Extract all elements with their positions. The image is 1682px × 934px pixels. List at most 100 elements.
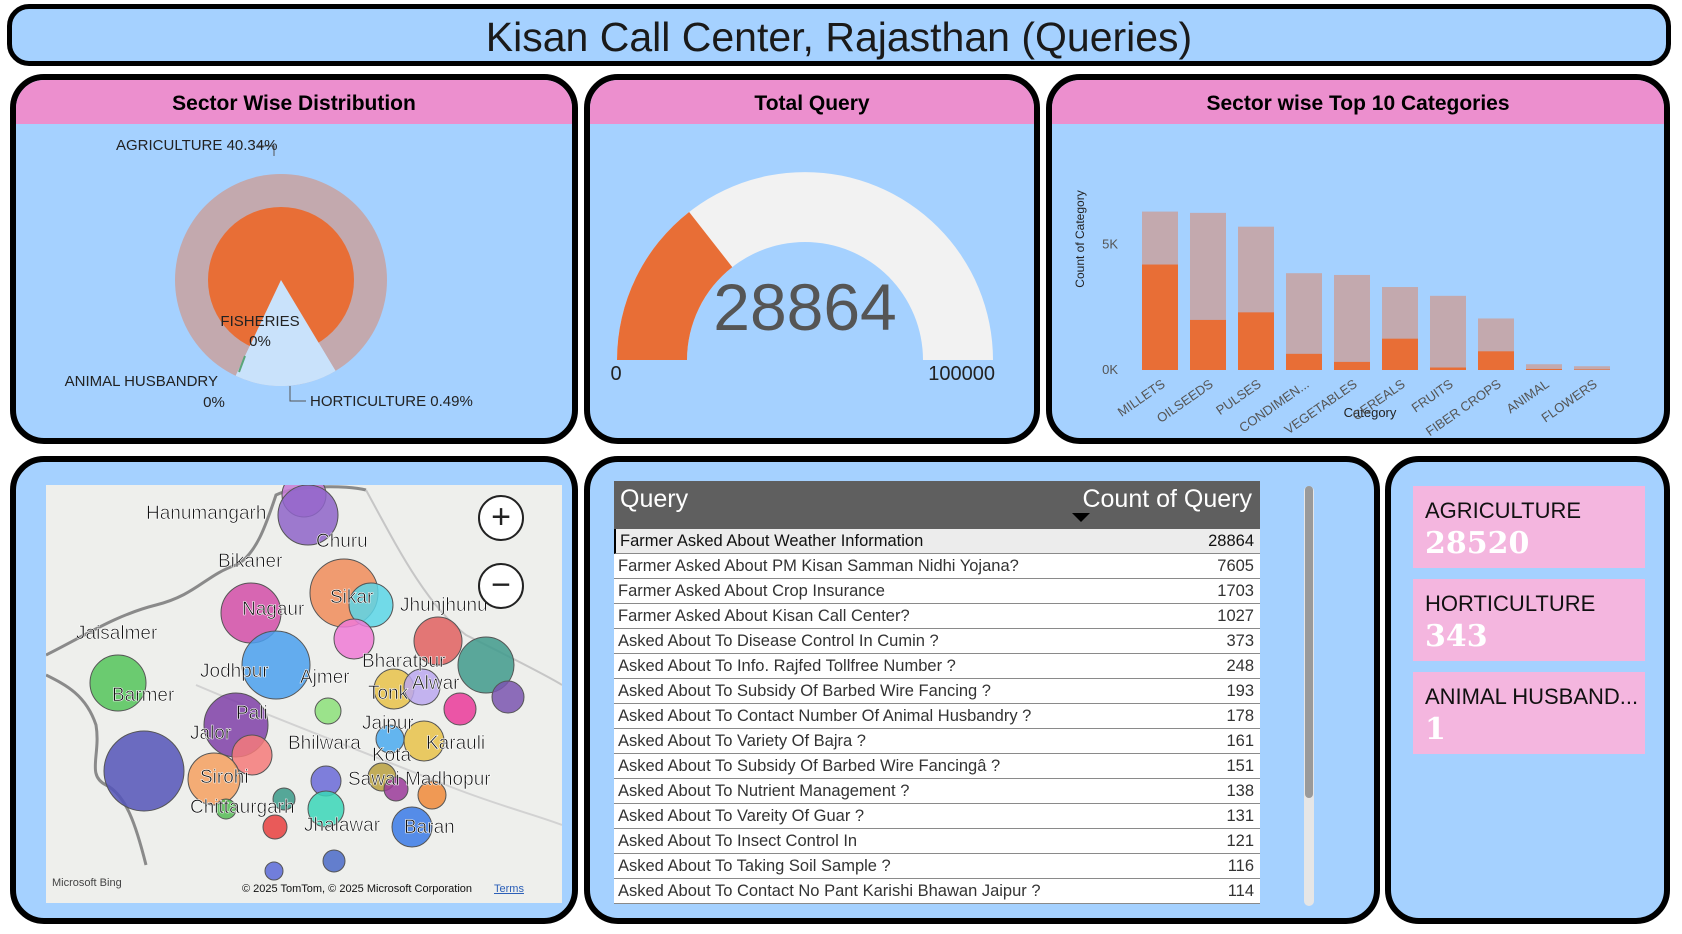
map-bubble[interactable]	[348, 582, 394, 628]
label-fisheries-pct: 0%	[249, 333, 271, 350]
map-place-label: Karauli	[426, 733, 485, 754]
bar-upper-segment[interactable]	[1478, 318, 1514, 352]
zoom-in-button[interactable]: +	[478, 495, 524, 541]
table-row[interactable]: Asked About To Variety Of Bajra ? 161	[614, 729, 1260, 754]
map-bubble[interactable]	[457, 636, 515, 694]
bar-lower-segment[interactable]	[1286, 353, 1322, 370]
count-cell: 161	[1226, 732, 1254, 750]
map-place-label: Churu	[316, 531, 368, 552]
table-row[interactable]: Asked About To Info. Rajfed Tollfree Num…	[614, 654, 1260, 679]
header-query[interactable]: Query	[620, 485, 689, 513]
map-bubble[interactable]	[443, 692, 477, 726]
count-cell: 131	[1226, 807, 1254, 825]
map-bubble[interactable]	[187, 752, 241, 806]
card-label: HORTICULTURE	[1425, 591, 1596, 616]
map-bubble[interactable]	[413, 616, 463, 666]
map-bubble[interactable]	[491, 680, 525, 714]
total-query-panel: Total Query 28864 0 100000	[584, 74, 1040, 444]
bar-upper-segment[interactable]	[1430, 295, 1466, 368]
bar-lower-segment[interactable]	[1574, 369, 1610, 370]
map-place-label: Ajmer	[300, 667, 350, 688]
map-road-1	[365, 489, 562, 686]
agri-leader-line	[258, 145, 275, 156]
table-row[interactable]: Asked About To Vareity Of Guar ? 131	[614, 804, 1260, 829]
query-cell: Asked About To Variety Of Bajra ?	[618, 732, 866, 750]
map-bubble[interactable]	[272, 787, 296, 811]
map-bubble[interactable]	[383, 776, 409, 802]
bar-upper-segment[interactable]	[1382, 287, 1418, 339]
bar-upper-segment[interactable]	[1574, 366, 1610, 370]
map-bubble[interactable]	[322, 849, 346, 873]
top10-panel-title: Sector wise Top 10 Categories	[1052, 80, 1664, 124]
map-bubble[interactable]	[264, 861, 284, 881]
map-bubble[interactable]	[89, 654, 147, 712]
map-bubble[interactable]	[241, 630, 311, 700]
sort-desc-icon[interactable]	[1072, 513, 1090, 522]
map-bubble[interactable]	[277, 485, 339, 546]
table-row[interactable]: Asked About To Contact No Pant Karishi B…	[614, 879, 1260, 904]
bar-lower-segment[interactable]	[1238, 312, 1274, 370]
map-bubble[interactable]	[333, 618, 375, 660]
bar-upper-segment[interactable]	[1526, 364, 1562, 369]
bar-lower-segment[interactable]	[1142, 264, 1178, 370]
query-cell: Farmer Asked About Weather Information	[620, 532, 924, 550]
map-bubble[interactable]	[103, 730, 185, 812]
map-panel: Hanumangarh Churu Bikaner Sikar Jhunjhunu Nag…	[10, 456, 578, 924]
query-cell: Farmer Asked About Kisan Call Center?	[618, 607, 910, 625]
query-cell: Asked About To Taking Soil Sample ?	[618, 857, 891, 875]
table-row[interactable]: Farmer Asked About Crop Insurance 1703	[614, 579, 1260, 604]
table-row[interactable]: Asked About To Nutrient Management ? 138	[614, 779, 1260, 804]
gauge-fill[interactable]	[617, 211, 733, 360]
bar-lower-segment[interactable]	[1382, 338, 1418, 370]
table-row[interactable]: Asked About To Subsidy Of Barbed Wire Fa…	[614, 679, 1260, 704]
count-cell: 1027	[1217, 607, 1254, 625]
map-bubble[interactable]	[417, 780, 447, 810]
table-row[interactable]: Farmer Asked About PM Kisan Samman Nidhi…	[614, 554, 1260, 579]
map-place-label: Jalor	[190, 723, 232, 744]
map-bubble[interactable]	[215, 798, 237, 820]
map-place-label: Bikaner	[218, 551, 283, 572]
table-row[interactable]: Asked About To Taking Soil Sample ? 116	[614, 854, 1260, 879]
bar-lower-segment[interactable]	[1526, 368, 1562, 370]
map-terms-link[interactable]: Terms	[494, 883, 524, 895]
card-value: 28520	[1425, 526, 1530, 561]
card-agriculture[interactable]: AGRICULTURE 28520	[1413, 486, 1645, 568]
table-row[interactable]: Asked About To Disease Control In Cumin …	[614, 629, 1260, 654]
query-scrollbar[interactable]	[1304, 486, 1314, 906]
bar-upper-segment[interactable]	[1286, 273, 1322, 354]
map-place-label: Jaipur	[362, 713, 414, 734]
table-row[interactable]: Asked About To Subsidy Of Barbed Wire Fa…	[614, 754, 1260, 779]
scrollbar-thumb[interactable]	[1305, 486, 1313, 798]
bar-upper-segment[interactable]	[1334, 274, 1370, 362]
label-animal-pct: 0%	[203, 394, 225, 411]
title-bar: Kisan Call Center, Rajasthan (Queries)	[7, 4, 1671, 66]
bar-upper-segment[interactable]	[1238, 226, 1274, 313]
bar-lower-segment[interactable]	[1334, 361, 1370, 370]
card-animal-husbandry[interactable]: ANIMAL HUSBAND... 1	[1413, 672, 1645, 754]
bar-upper-segment[interactable]	[1190, 212, 1226, 320]
map-bubble[interactable]	[403, 720, 445, 762]
query-table-header: Query Count of Query	[614, 481, 1260, 529]
zoom-out-button[interactable]: −	[478, 563, 524, 609]
map-bubble[interactable]	[231, 734, 273, 776]
map-bubble[interactable]	[391, 806, 433, 848]
map-bubble[interactable]	[403, 668, 441, 706]
district-map[interactable]: Hanumangarh Churu Bikaner Sikar Jhunjhunu Nag…	[46, 485, 562, 903]
table-row[interactable]: Asked About To Insect Control In 121	[614, 829, 1260, 854]
card-horticulture[interactable]: HORTICULTURE 343	[1413, 579, 1645, 661]
bar-upper-segment[interactable]	[1142, 211, 1178, 265]
map-bubble[interactable]	[262, 814, 288, 840]
table-row[interactable]: Farmer Asked About Weather Information 28…	[614, 529, 1260, 554]
bar-lower-segment[interactable]	[1478, 351, 1514, 370]
bar-lower-segment[interactable]	[1430, 367, 1466, 370]
label-horticulture: HORTICULTURE 0.49%	[310, 393, 473, 410]
map-place-label: Bhilwara	[288, 733, 361, 754]
header-count[interactable]: Count of Query	[1082, 485, 1252, 513]
map-bubble[interactable]	[314, 697, 342, 725]
map-bubble[interactable]	[307, 790, 345, 828]
table-row[interactable]: Farmer Asked About Kisan Call Center? 102…	[614, 604, 1260, 629]
sector-pie-chart: AGRICULTURE 40.34% FISHERIES 0% ANIMAL H…	[65, 137, 473, 411]
bar-lower-segment[interactable]	[1190, 319, 1226, 370]
map-canvas: Hanumangarh Churu Bikaner Sikar Jhunjhunu Nag…	[46, 485, 562, 881]
table-row[interactable]: Asked About To Contact Number Of Animal …	[614, 704, 1260, 729]
